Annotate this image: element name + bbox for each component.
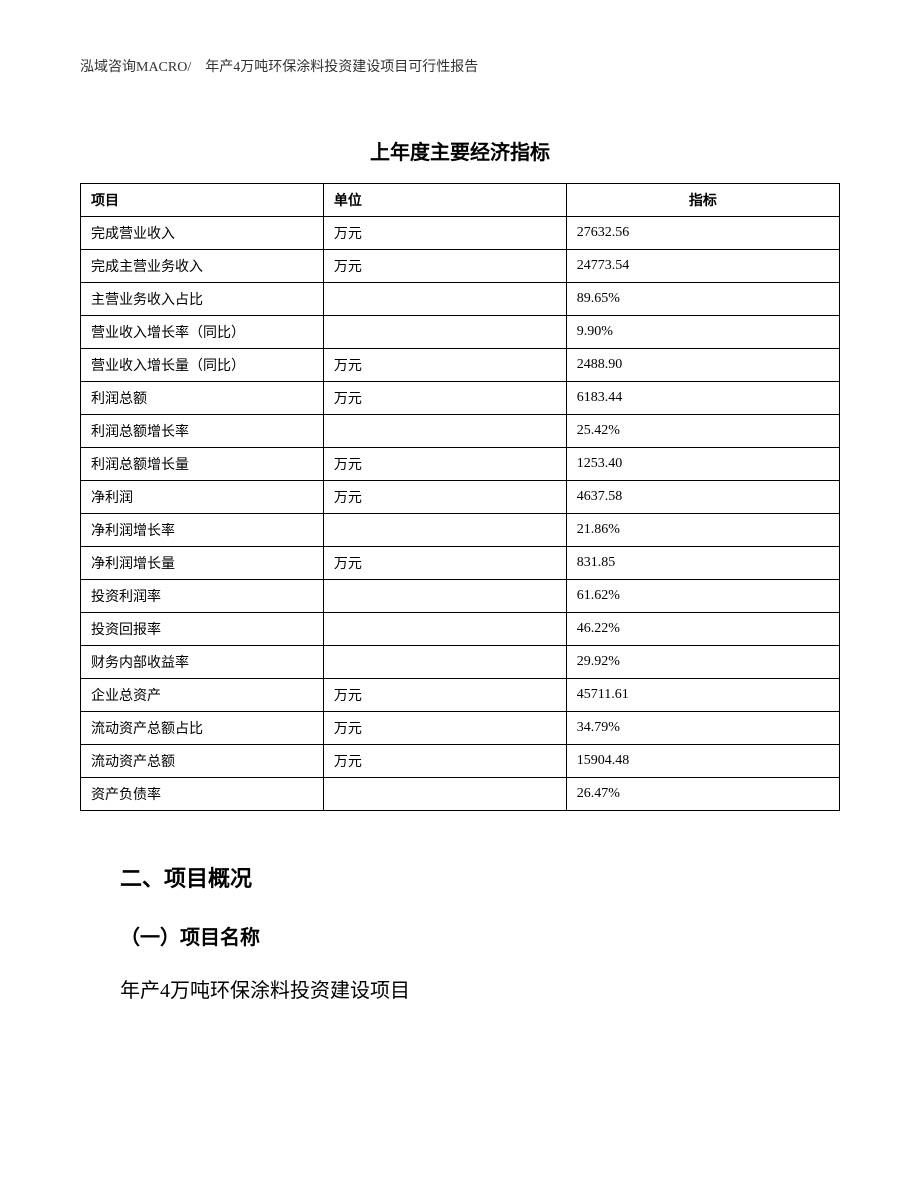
- cell-unit: 万元: [323, 250, 566, 283]
- cell-unit: 万元: [323, 349, 566, 382]
- cell-value: 45711.61: [566, 679, 839, 712]
- cell-project: 流动资产总额占比: [81, 712, 324, 745]
- cell-project: 资产负债率: [81, 778, 324, 811]
- cell-value: 1253.40: [566, 448, 839, 481]
- cell-project: 净利润增长率: [81, 514, 324, 547]
- table-row: 净利润 万元 4637.58: [81, 481, 840, 514]
- body-paragraph: 年产4万吨环保涂料投资建设项目: [120, 974, 840, 1003]
- cell-unit: 万元: [323, 448, 566, 481]
- cell-value: 831.85: [566, 547, 839, 580]
- cell-value: 4637.58: [566, 481, 839, 514]
- table-title: 上年度主要经济指标: [80, 136, 840, 165]
- cell-value: 15904.48: [566, 745, 839, 778]
- table-row: 净利润增长量 万元 831.85: [81, 547, 840, 580]
- cell-unit: [323, 613, 566, 646]
- cell-project: 流动资产总额: [81, 745, 324, 778]
- cell-project: 营业收入增长率（同比）: [81, 316, 324, 349]
- table-row: 完成营业收入 万元 27632.56: [81, 217, 840, 250]
- table-body: 完成营业收入 万元 27632.56 完成主营业务收入 万元 24773.54 …: [81, 217, 840, 811]
- table-row: 营业收入增长率（同比） 9.90%: [81, 316, 840, 349]
- cell-value: 9.90%: [566, 316, 839, 349]
- economic-indicators-table: 项目 单位 指标 完成营业收入 万元 27632.56 完成主营业务收入 万元 …: [80, 183, 840, 811]
- cell-project: 投资回报率: [81, 613, 324, 646]
- cell-value: 61.62%: [566, 580, 839, 613]
- column-header-unit: 单位: [323, 184, 566, 217]
- cell-unit: [323, 580, 566, 613]
- table-row: 主营业务收入占比 89.65%: [81, 283, 840, 316]
- table-row: 流动资产总额占比 万元 34.79%: [81, 712, 840, 745]
- cell-unit: [323, 514, 566, 547]
- table-row: 利润总额增长量 万元 1253.40: [81, 448, 840, 481]
- table-row: 投资回报率 46.22%: [81, 613, 840, 646]
- cell-value: 29.92%: [566, 646, 839, 679]
- cell-project: 财务内部收益率: [81, 646, 324, 679]
- cell-value: 25.42%: [566, 415, 839, 448]
- cell-project: 利润总额增长率: [81, 415, 324, 448]
- table-row: 流动资产总额 万元 15904.48: [81, 745, 840, 778]
- cell-project: 完成营业收入: [81, 217, 324, 250]
- cell-unit: 万元: [323, 382, 566, 415]
- table-row: 净利润增长率 21.86%: [81, 514, 840, 547]
- cell-unit: 万元: [323, 547, 566, 580]
- column-header-indicator: 指标: [566, 184, 839, 217]
- cell-unit: 万元: [323, 745, 566, 778]
- table-row: 利润总额 万元 6183.44: [81, 382, 840, 415]
- cell-value: 26.47%: [566, 778, 839, 811]
- table-header-row: 项目 单位 指标: [81, 184, 840, 217]
- cell-project: 利润总额: [81, 382, 324, 415]
- cell-unit: [323, 778, 566, 811]
- cell-project: 完成主营业务收入: [81, 250, 324, 283]
- cell-value: 6183.44: [566, 382, 839, 415]
- cell-unit: 万元: [323, 679, 566, 712]
- table-row: 完成主营业务收入 万元 24773.54: [81, 250, 840, 283]
- cell-project: 净利润增长量: [81, 547, 324, 580]
- cell-unit: [323, 646, 566, 679]
- cell-unit: 万元: [323, 712, 566, 745]
- cell-project: 投资利润率: [81, 580, 324, 613]
- table-row: 资产负债率 26.47%: [81, 778, 840, 811]
- table-row: 营业收入增长量（同比） 万元 2488.90: [81, 349, 840, 382]
- page-header: 泓域咨询MACRO/ 年产4万吨环保涂料投资建设项目可行性报告: [80, 56, 840, 76]
- cell-unit: 万元: [323, 217, 566, 250]
- cell-project: 利润总额增长量: [81, 448, 324, 481]
- cell-unit: [323, 283, 566, 316]
- cell-project: 营业收入增长量（同比）: [81, 349, 324, 382]
- column-header-project: 项目: [81, 184, 324, 217]
- table-row: 财务内部收益率 29.92%: [81, 646, 840, 679]
- subsection-heading: （一）项目名称: [120, 921, 840, 950]
- cell-unit: [323, 415, 566, 448]
- cell-value: 2488.90: [566, 349, 839, 382]
- cell-project: 主营业务收入占比: [81, 283, 324, 316]
- cell-unit: 万元: [323, 481, 566, 514]
- cell-value: 24773.54: [566, 250, 839, 283]
- section-heading: 二、项目概况: [120, 861, 840, 893]
- table-row: 投资利润率 61.62%: [81, 580, 840, 613]
- cell-value: 34.79%: [566, 712, 839, 745]
- cell-value: 89.65%: [566, 283, 839, 316]
- cell-project: 企业总资产: [81, 679, 324, 712]
- cell-value: 46.22%: [566, 613, 839, 646]
- cell-value: 21.86%: [566, 514, 839, 547]
- cell-value: 27632.56: [566, 217, 839, 250]
- table-row: 利润总额增长率 25.42%: [81, 415, 840, 448]
- cell-project: 净利润: [81, 481, 324, 514]
- table-row: 企业总资产 万元 45711.61: [81, 679, 840, 712]
- cell-unit: [323, 316, 566, 349]
